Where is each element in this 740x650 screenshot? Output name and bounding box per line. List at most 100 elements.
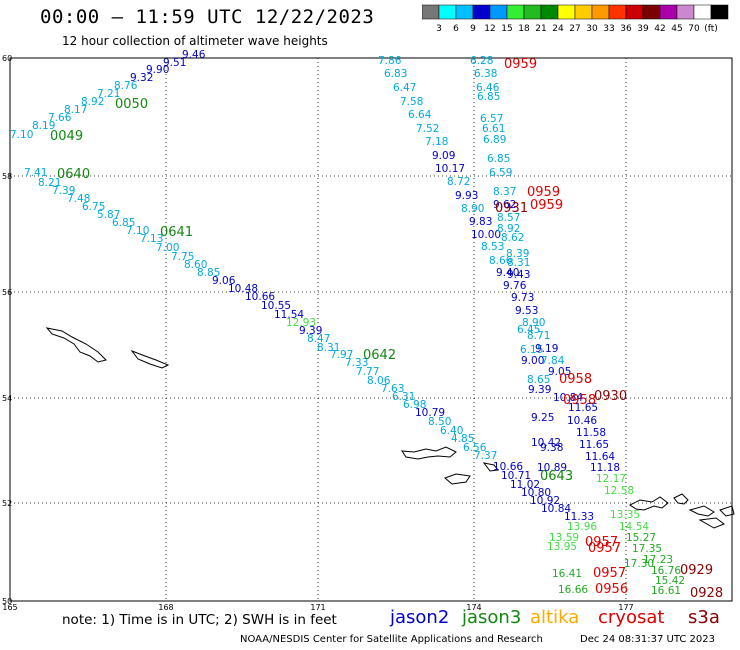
wave-height-value: 11.58 — [576, 427, 606, 439]
legend-cryosat: cryosat — [598, 607, 665, 628]
wave-height-value: 9.39 — [299, 325, 322, 337]
wave-height-value: 6.59 — [489, 167, 512, 179]
wave-height-value: 10.46 — [567, 415, 597, 427]
legend-label: 45 — [671, 24, 682, 34]
wave-height-value: 8.62 — [501, 232, 524, 244]
wave-height-value: 16.61 — [651, 585, 681, 597]
legend-label: 12 — [484, 24, 495, 34]
wave-height-value: 17.23 — [643, 554, 673, 566]
wave-height-value: 9.43 — [507, 269, 530, 281]
wave-height-value: 10.17 — [435, 163, 465, 175]
wave-height-value: 7.33 — [345, 357, 368, 369]
wave-height-value: 15.27 — [626, 532, 656, 544]
wave-height-value: 8.47 — [307, 333, 330, 345]
axis-labels: 165 168 171 174 177 60 58 56 54 52 50 — [2, 54, 634, 610]
wave-height-value: 8.85 — [197, 267, 220, 279]
wave-height-value: 11.64 — [585, 451, 615, 463]
legend-label: (ft) — [704, 24, 718, 34]
lat-label: 54 — [2, 394, 12, 403]
wave-height-value: 6.57 — [480, 113, 503, 125]
wave-height-value: 7.10 — [126, 225, 149, 237]
wave-height-value: 7.13 — [140, 233, 163, 245]
pass-time-label: 0931 — [495, 201, 528, 216]
wave-height-value: 10.79 — [415, 407, 445, 419]
wave-height-value: 10.84 — [541, 503, 571, 515]
wave-height-value: 16.76 — [651, 565, 681, 577]
wave-height-value: 9.05 — [548, 366, 571, 378]
pass-time-label: 0930 — [594, 389, 627, 404]
wave-height-value: 10.55 — [261, 300, 291, 312]
wave-height-value: 9.25 — [531, 412, 554, 424]
legend-jason2: jason2 — [390, 607, 450, 628]
wave-height-value: 9.62 — [493, 199, 516, 211]
legend-s3a: s3a — [688, 607, 720, 628]
coastlines — [45, 327, 735, 529]
wave-height-value: 10.00 — [471, 229, 501, 241]
legend-label: 27 — [569, 24, 580, 34]
wave-height-value: 4.85 — [451, 433, 474, 445]
wave-height-value: 16.41 — [552, 568, 582, 580]
wave-height-value: 11.02 — [510, 479, 540, 491]
wave-height-value: 8.92 — [497, 223, 520, 235]
wave-height-value: 8.76 — [114, 80, 138, 92]
lon-label: 165 — [2, 603, 17, 610]
wave-height-value: 9.46 — [182, 49, 206, 61]
wave-height-value: 8.65 — [527, 374, 550, 386]
wave-height-value: 7.39 — [52, 185, 75, 197]
wave-height-value: 7.58 — [400, 96, 423, 108]
wave-height-value: 7.21 — [97, 88, 120, 100]
wave-height-value: 7.77 — [356, 366, 379, 378]
altimeter-tracks: 7.108.197.668.178.927.218.769.329.909.51… — [10, 49, 685, 597]
footer-note: note: 1) Time is in UTC; 2) SWH is in fe… — [62, 612, 337, 628]
wave-height-value: 10.89 — [537, 462, 567, 474]
pass-time-label: 0959 — [530, 198, 563, 213]
wave-height-value: 14.54 — [619, 521, 649, 533]
wave-height-value: 6.98 — [403, 399, 426, 411]
map-subtitle: 12 hour collection of altimeter wave hei… — [62, 34, 328, 48]
wave-height-value: 6.83 — [384, 68, 407, 80]
pass-time-label: 0929 — [680, 563, 713, 578]
lat-label: 60 — [2, 54, 12, 63]
wave-height-value: 9.51 — [163, 57, 186, 69]
wave-height-value: 6.61 — [482, 123, 505, 135]
wave-height-value: 9.39 — [528, 384, 551, 396]
legend-label: 21 — [535, 24, 546, 34]
wave-height-value: 8.19 — [32, 120, 55, 132]
wave-height-value: 6.85 — [487, 153, 510, 165]
lat-label: 56 — [2, 288, 12, 297]
lon-label: 171 — [310, 603, 325, 610]
wave-height-value: 8.66 — [489, 255, 513, 267]
wave-height-value: 13.96 — [567, 521, 597, 533]
wave-height-value: 11.18 — [590, 462, 620, 474]
wave-height-value: 11.33 — [564, 511, 594, 523]
pass-time-label: 0957 — [593, 566, 626, 581]
legend-swatch — [710, 4, 729, 20]
wave-height-value: 8.39 — [506, 248, 529, 260]
wave-height-value: 7.18 — [425, 136, 448, 148]
wave-height-value: 10.84 — [553, 392, 583, 404]
wave-height-value: 6.45 — [517, 324, 540, 336]
wave-height-value: 10.71 — [501, 470, 531, 482]
wave-height-value: 9.76 — [503, 280, 527, 292]
wave-height-value: 6.47 — [393, 82, 416, 94]
wave-height-value: 8.31 — [317, 342, 340, 354]
lat-label: 58 — [2, 172, 12, 181]
legend-label: 15 — [501, 24, 512, 34]
pass-time-label: 0641 — [160, 225, 193, 240]
wave-height-value: 13.59 — [549, 532, 579, 544]
wave-height-value: 6.85 — [112, 217, 135, 229]
wave-height-value: 9.32 — [130, 72, 153, 84]
pass-time-label: 0958 — [559, 372, 592, 387]
plot-frame — [9, 57, 733, 602]
pass-time-label: 0958 — [563, 393, 596, 408]
wave-height-value: 9.00 — [521, 355, 544, 367]
pass-time-label: 0050 — [115, 97, 148, 112]
pass-time-label: 0643 — [540, 469, 573, 484]
wave-height-value: 17.35 — [632, 543, 662, 555]
wave-height-value: 8.50 — [428, 416, 451, 428]
wave-height-value: 6.38 — [474, 68, 497, 80]
wave-height-value: 10.42 — [531, 437, 561, 449]
wave-height-value: 8.37 — [493, 186, 516, 198]
